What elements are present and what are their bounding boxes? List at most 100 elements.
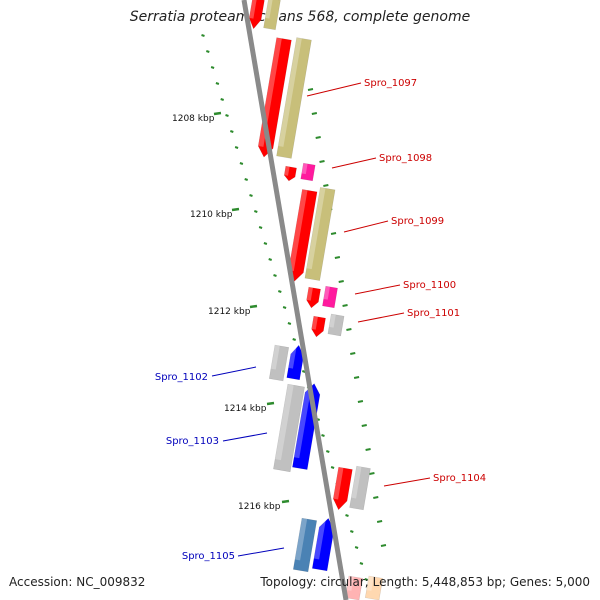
tick-dot — [234, 146, 239, 149]
gene-labels: Spro_1097 Spro_1098 Spro_1099 Spro_1100 Spro… — [155, 78, 486, 562]
tick-dot — [369, 472, 375, 475]
tick-dot — [376, 520, 383, 523]
tick-dot — [338, 280, 344, 283]
label-leader-line — [357, 312, 405, 323]
scale-label: 1212 kbp — [208, 307, 251, 317]
tick-dot — [361, 424, 367, 427]
gene-label: Spro_1103 — [166, 436, 219, 447]
genome-backbone — [241, 0, 349, 600]
backbone-line — [241, 0, 349, 600]
accession-text: Accession: NC_009832 — [9, 575, 146, 589]
tick-dot — [273, 274, 277, 277]
gene-arrow-1100 — [306, 286, 321, 309]
gene-label: Spro_1102 — [155, 372, 208, 383]
gene-label: Spro_1099 — [391, 216, 444, 227]
gene-arrow-1101 — [311, 315, 326, 338]
gene-block-1103 — [273, 383, 305, 473]
tick-dot — [307, 88, 314, 91]
tick-dot — [253, 210, 258, 213]
gene-label: Spro_1104 — [433, 473, 486, 484]
tick-dot — [325, 450, 330, 453]
tick-dot — [287, 322, 292, 325]
gene-label: Spro_1100 — [403, 280, 456, 291]
gene-arrow-1104 — [332, 466, 353, 511]
gene-label: Spro_1101 — [407, 308, 460, 319]
gene-arrow-top — [248, 0, 265, 30]
tick-dot — [354, 546, 359, 549]
tick-dot — [244, 178, 249, 181]
tick-dot — [239, 162, 244, 165]
label-leader-line — [354, 284, 401, 295]
tick-dot — [357, 400, 364, 403]
gene-block-1098 — [300, 162, 316, 182]
tick-dot — [350, 352, 356, 355]
gene-arrow-1098 — [283, 165, 297, 182]
tick-dot — [263, 242, 268, 245]
scale-tick — [266, 401, 275, 406]
tick-dot — [220, 98, 225, 101]
label-leader-line — [331, 157, 377, 169]
tick-dot — [321, 434, 325, 437]
tick-dot — [311, 112, 318, 115]
gene-block-1097 — [276, 37, 312, 159]
tick-dot — [319, 160, 325, 163]
label-leader-line — [383, 477, 431, 487]
tick-dot — [353, 376, 360, 379]
gene-block-1105 — [292, 517, 318, 573]
scale-tick — [231, 207, 240, 212]
gene-block-1099 — [304, 187, 336, 281]
tick-dot — [258, 226, 263, 229]
topology-text: Topology: circular; Length: 5,448,853 bp… — [260, 575, 590, 589]
tick-dot — [346, 328, 352, 331]
gene-block-bottom-b — [364, 575, 384, 600]
tick-dot — [349, 530, 354, 533]
tick-dot — [268, 258, 273, 261]
label-leader-line — [237, 547, 285, 557]
tick-dot — [359, 562, 364, 565]
tick-dot — [215, 82, 220, 85]
gene-label: Spro_1105 — [182, 551, 235, 562]
scale-label: 1214 kbp — [224, 404, 267, 414]
tick-dot — [373, 496, 379, 499]
tick-dot — [277, 290, 282, 293]
tick-dot — [292, 338, 297, 341]
tick-dot — [229, 130, 234, 133]
label-leader-line — [306, 82, 362, 97]
tick-dot — [205, 50, 210, 53]
tick-dot — [225, 114, 229, 117]
tick-dot — [380, 544, 387, 547]
tick-dot — [330, 232, 337, 235]
tick-dot — [210, 66, 215, 69]
tick-dot — [315, 136, 321, 139]
tick-dot — [364, 578, 369, 581]
tick-dot — [345, 514, 349, 517]
gene-block-1101 — [327, 313, 345, 337]
gene-block-1104 — [349, 465, 371, 511]
tick-dot — [365, 448, 371, 451]
label-leader-line — [222, 432, 268, 442]
scale-tick — [281, 499, 290, 504]
tick-dot — [249, 194, 253, 197]
gene-label: Spro_1097 — [364, 78, 417, 89]
gene-label: Spro_1098 — [379, 153, 432, 164]
gene-arrow-1099 — [288, 189, 318, 282]
tick-dot — [282, 306, 287, 309]
gene-block-1102 — [268, 344, 290, 382]
scale-tick — [213, 111, 222, 116]
tick-dot — [334, 256, 341, 259]
scale-tick — [249, 304, 258, 309]
scale-label: 1216 kbp — [238, 502, 281, 512]
tick-dot — [201, 34, 205, 37]
tick-marks: 1208 kbp 1210 kbp 1212 kbp 1214 kbp 1216 kbp — [172, 34, 387, 581]
label-leader-line — [343, 220, 389, 233]
tick-dot — [323, 184, 329, 187]
scale-label: 1210 kbp — [190, 210, 233, 220]
gene-block-top — [263, 0, 281, 31]
tick-dot — [342, 304, 348, 307]
tick-dot — [330, 466, 335, 469]
gene-arrow-1102 — [286, 344, 304, 381]
label-leader-line — [211, 366, 257, 377]
map-title: Serratia proteamaculans 568, complete ge… — [129, 9, 471, 25]
gene-block-1100 — [322, 285, 338, 309]
